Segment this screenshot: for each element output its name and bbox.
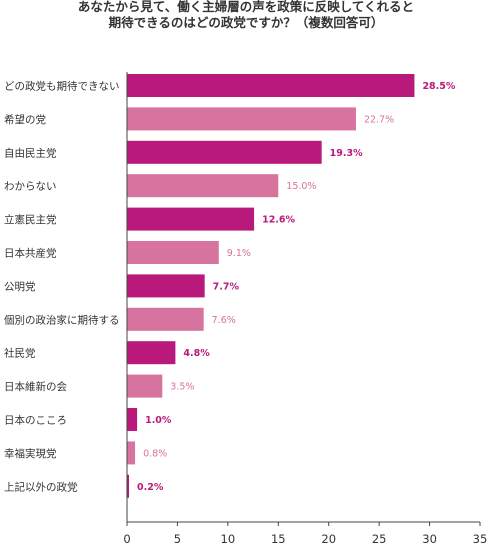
x-axis: 0 5 10 15 20 25 30 35 (123, 521, 488, 546)
x-tick-label: 5 (174, 532, 181, 546)
bar (127, 441, 136, 465)
category-labels: どの政党も期待できない希望の党自由民主党わからない立憲民主党日本共産党公明党個別… (4, 80, 120, 494)
category-label: 日本共産党 (4, 247, 57, 260)
x-tick-label: 0 (123, 532, 130, 546)
bar (127, 241, 219, 264)
bar (127, 408, 138, 431)
value-label: 0.2% (137, 482, 164, 493)
chart-title-line-2: 期待できるのはどの政党ですか？（複数回答可） (109, 15, 384, 30)
value-label: 9.1% (227, 248, 251, 259)
value-label: 7.6% (212, 315, 236, 326)
x-tick-label: 30 (422, 532, 437, 546)
value-label: 28.5% (422, 81, 455, 92)
bar (127, 207, 255, 231)
bar (127, 174, 279, 198)
category-label: 公明党 (4, 280, 36, 293)
value-label: 22.7% (364, 114, 394, 125)
category-label: 日本維新の会 (4, 380, 67, 393)
bar (127, 274, 205, 298)
bar (127, 107, 356, 131)
category-label: 幸福実現党 (4, 447, 57, 460)
value-labels: 28.5% 22.7% 19.3% 15.0% 12.6% 9.1% 7.7% 7.6% 4.8… (137, 81, 456, 493)
value-label: 12.6% (262, 215, 295, 226)
bar (127, 307, 204, 331)
x-tick-label: 20 (321, 532, 336, 546)
bar (127, 374, 163, 398)
chart-title: あなたから見て、働く主婦層の声を政策に反映してくれると 期待できるのはどの政党で… (78, 0, 414, 30)
value-label: 19.3% (330, 148, 363, 159)
value-label: 1.0% (145, 415, 172, 426)
bar (127, 341, 176, 365)
x-tick-label: 15 (271, 532, 286, 546)
category-label: 立憲民主党 (4, 213, 57, 226)
bar (127, 140, 322, 164)
value-label: 15.0% (286, 181, 316, 192)
value-label: 3.5% (170, 382, 194, 393)
value-label: 7.7% (213, 281, 240, 292)
category-label: 希望の党 (4, 113, 46, 126)
value-label: 4.8% (183, 348, 210, 359)
x-tick-label: 25 (372, 532, 387, 546)
bars (127, 74, 415, 498)
x-tick-label: 10 (221, 532, 236, 546)
category-label: 日本のこころ (4, 414, 67, 427)
category-label: どの政党も期待できない (4, 80, 120, 93)
x-tick-label: 35 (473, 532, 488, 546)
category-label: わからない (4, 181, 57, 193)
category-label: 社民党 (4, 347, 36, 360)
chart-title-line-1: あなたから見て、働く主婦層の声を政策に反映してくれると (78, 0, 414, 14)
category-label: 個別の政治家に期待する (4, 313, 120, 326)
bar (127, 474, 130, 498)
category-label: 自由民主党 (4, 146, 57, 159)
value-label: 0.8% (143, 448, 167, 459)
bar (127, 74, 415, 97)
category-label: 上記以外の政党 (4, 480, 78, 493)
